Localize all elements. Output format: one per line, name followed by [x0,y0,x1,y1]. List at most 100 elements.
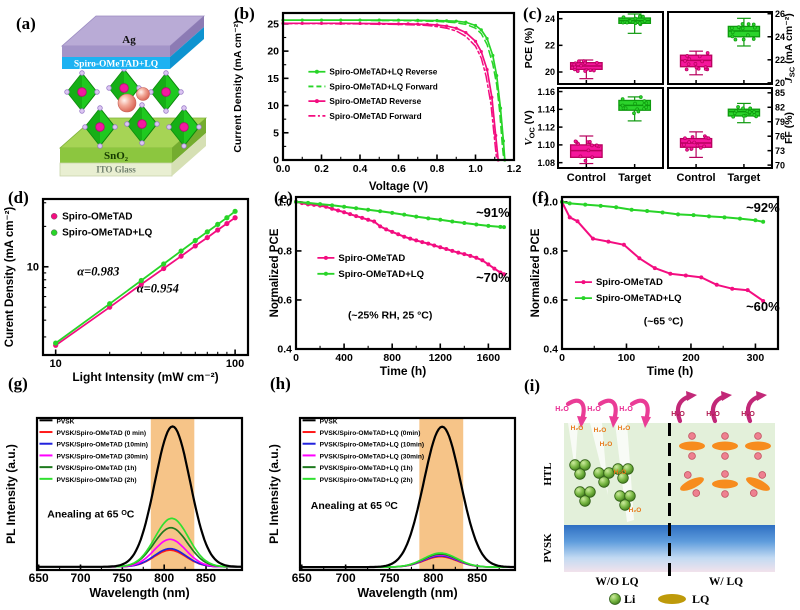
htl-side-face [170,27,204,69]
svg-text:~60%: ~60% [746,299,780,314]
svg-text:Control: Control [677,172,716,184]
svg-text:H₂O: H₂O [629,507,642,514]
svg-text:1.0: 1.0 [468,163,483,175]
svg-text:79: 79 [775,117,785,127]
svg-text:PVSK/Spiro-OMeTAD+LQ (0min): PVSK/Spiro-OMeTAD+LQ (0min) [320,430,421,437]
svg-text:85: 85 [775,88,785,98]
svg-text:Spiro-OMeTAD+LQ Reverse: Spiro-OMeTAD+LQ Reverse [329,68,437,77]
svg-text:Spiro-OMeTAD: Spiro-OMeTAD [596,277,663,288]
thermal-stability-chart: 0 100 200 300 0.4 0.6 0.8 1.0 Spiro-OMeTAD Spiro-… [530,195,780,378]
svg-text:Voltage (V): Voltage (V) [369,181,428,193]
svg-text:(~25% RH, 25 °C): (~25% RH, 25 °C) [348,310,432,322]
svg-text:PL Intensity (a.u.): PL Intensity (a.u.) [4,444,18,544]
ag-label: Ag [122,34,136,46]
svg-text:VOC (V): VOC (V) [523,110,537,146]
htl-front-face [62,57,170,69]
svg-text:PVSK/Spiro-OMeTAD (10min): PVSK/Spiro-OMeTAD (10min) [56,442,147,449]
svg-text:400: 400 [335,352,353,364]
svg-text:Spiro-OMeTAD: Spiro-OMeTAD [62,211,132,222]
moisture-mechanism-diagram: H₂O H₂O H₂O H₂O H₂O H₂O H₂O H₂O H₂O H₂O H₂O H₂O HTL… [542,391,775,606]
mechanism-decorations: H₂O H₂O H₂O H₂O H₂O H₂O H₂O H₂O H₂O H₂O H₂O H₂O [555,391,771,522]
svg-text:700: 700 [336,571,356,585]
panel-i: H₂O H₂O H₂O H₂O H₂O H₂O H₂O H₂O H₂O H₂O H₂O H₂O HTL… [520,370,800,610]
ito-side-face [172,133,206,176]
device-structure: Ag Spiro-OMeTAD+LQ SnO₂ ITO Glass [58,15,208,177]
svg-text:100: 100 [618,352,636,364]
svg-text:0.8: 0.8 [430,163,445,175]
jv-curves-chart: 0.0 0.2 0.4 0.6 0.8 1.0 1.2 0 5 10 15 20 25 Spiro-OMe… [232,11,522,193]
svg-text:~70%: ~70% [476,270,510,285]
panel-b-label: (b) [234,4,255,23]
svg-text:0.6: 0.6 [277,294,292,306]
svg-text:300: 300 [747,352,765,364]
svg-text:H₂O: H₂O [618,425,631,432]
panel-e: 0 400 800 1200 1600 0.4 0.6 0.8 1.0 Spiro-OMeTAD S… [269,185,530,378]
svg-text:Time (h): Time (h) [380,364,426,378]
svg-text:0.8: 0.8 [277,245,292,257]
svg-text:26: 26 [775,9,785,19]
svg-text:PVSK/Spiro-OMeTAD+LQ (2h): PVSK/Spiro-OMeTAD+LQ (2h) [320,477,413,484]
svg-text:Normalized PCE: Normalized PCE [530,228,542,317]
svg-text:PVSK/Spiro-OMeTAD (30min): PVSK/Spiro-OMeTAD (30min) [56,453,147,460]
svg-text:Spiro-OMeTAD: Spiro-OMeTAD [338,253,405,264]
svg-text:PVSK: PVSK [56,418,74,425]
perovskite-crystal [64,66,202,149]
svg-text:Anealing at 65 ᴼC: Anealing at 65 ᴼC [311,500,399,512]
panel-a-label: (a) [16,14,36,33]
panel-e-label: (e) [274,188,293,207]
light-intensity-chart: 10 100 10 Spiro-OMeTAD Spiro-OMeTAD+LQ α=0.98… [4,197,250,384]
svg-text:0: 0 [559,352,565,364]
panel-d: 10 100 10 Spiro-OMeTAD Spiro-OMeTAD+LQ α=0.98… [0,185,270,384]
svg-text:0.8: 0.8 [543,245,558,257]
svg-text:H₂O: H₂O [600,441,613,448]
ag-front-face [62,46,170,57]
svg-text:1.2: 1.2 [507,163,522,175]
without-lq-label: W/O LQ [595,576,638,588]
svg-text:1200: 1200 [429,352,453,364]
pl-spectra-spiro-lq-chart: 650 700 750 800 850 PVSK PVSK/Spiro-OMeTAD+LQ … [267,416,517,600]
svg-text:H₂O: H₂O [571,425,584,432]
svg-text:JSC (mA cm⁻²): JSC (mA cm⁻²) [783,13,797,84]
panel-d-label: (d) [8,188,29,207]
li-legend-label: Li [624,592,636,606]
svg-text:Current Density (mA cm⁻²): Current Density (mA cm⁻²) [232,20,244,152]
svg-text:Wavelength (nm): Wavelength (nm) [89,586,189,600]
svg-text:α=0.983: α=0.983 [77,264,119,278]
svg-text:H₂O: H₂O [614,469,627,476]
etl-label: SnO₂ [104,150,129,162]
svg-text:H₂O: H₂O [594,427,607,434]
svg-text:H₂O: H₂O [706,411,720,418]
svg-text:800: 800 [423,571,443,585]
svg-text:H₂O: H₂O [741,411,755,418]
svg-text:1.14: 1.14 [537,105,555,115]
svg-text:200: 200 [682,352,700,364]
svg-text:PL Intensity (a.u.): PL Intensity (a.u.) [267,444,281,544]
panel-h-label: (h) [270,374,291,393]
panel-i-label: (i) [524,376,541,395]
panel-h: 650 700 750 800 850 PVSK PVSK/Spiro-OMeTAD+LQ … [267,370,520,610]
svg-text:Anealing at 65 ᴼC: Anealing at 65 ᴼC [47,509,135,521]
svg-text:0.6: 0.6 [543,294,558,306]
substrate-label: ITO Glass [96,165,136,175]
svg-text:82: 82 [775,102,785,112]
panel-b: 0.0 0.2 0.4 0.6 0.8 1.0 1.2 0 5 10 15 20 25 Spiro-OMe… [230,0,521,193]
svg-text:Spiro-OMeTAD+LQ: Spiro-OMeTAD+LQ [596,293,682,304]
panel-a: Ag Spiro-OMeTAD+LQ SnO₂ ITO Glass [0,0,230,185]
svg-text:0.4: 0.4 [277,344,292,356]
svg-text:H₂O: H₂O [555,406,569,413]
svg-text:1.10: 1.10 [537,140,555,150]
svg-text:Spiro-OMeTAD+LQ Forward: Spiro-OMeTAD+LQ Forward [329,82,437,91]
svg-text:650: 650 [292,571,312,585]
svg-text:22: 22 [775,55,785,65]
htl-label: Spiro-OMeTAD+LQ [74,60,158,70]
svg-text:24: 24 [775,32,785,42]
svg-text:0: 0 [293,352,299,364]
svg-text:Light Intensity (mW cm⁻²): Light Intensity (mW cm⁻²) [72,370,218,384]
svg-text:25: 25 [267,18,279,30]
svg-text:FF (%): FF (%) [783,112,795,144]
svg-text:800: 800 [154,571,174,585]
svg-text:750: 750 [379,571,399,585]
svg-text:0.6: 0.6 [391,163,406,175]
svg-text:1.08: 1.08 [537,158,555,168]
